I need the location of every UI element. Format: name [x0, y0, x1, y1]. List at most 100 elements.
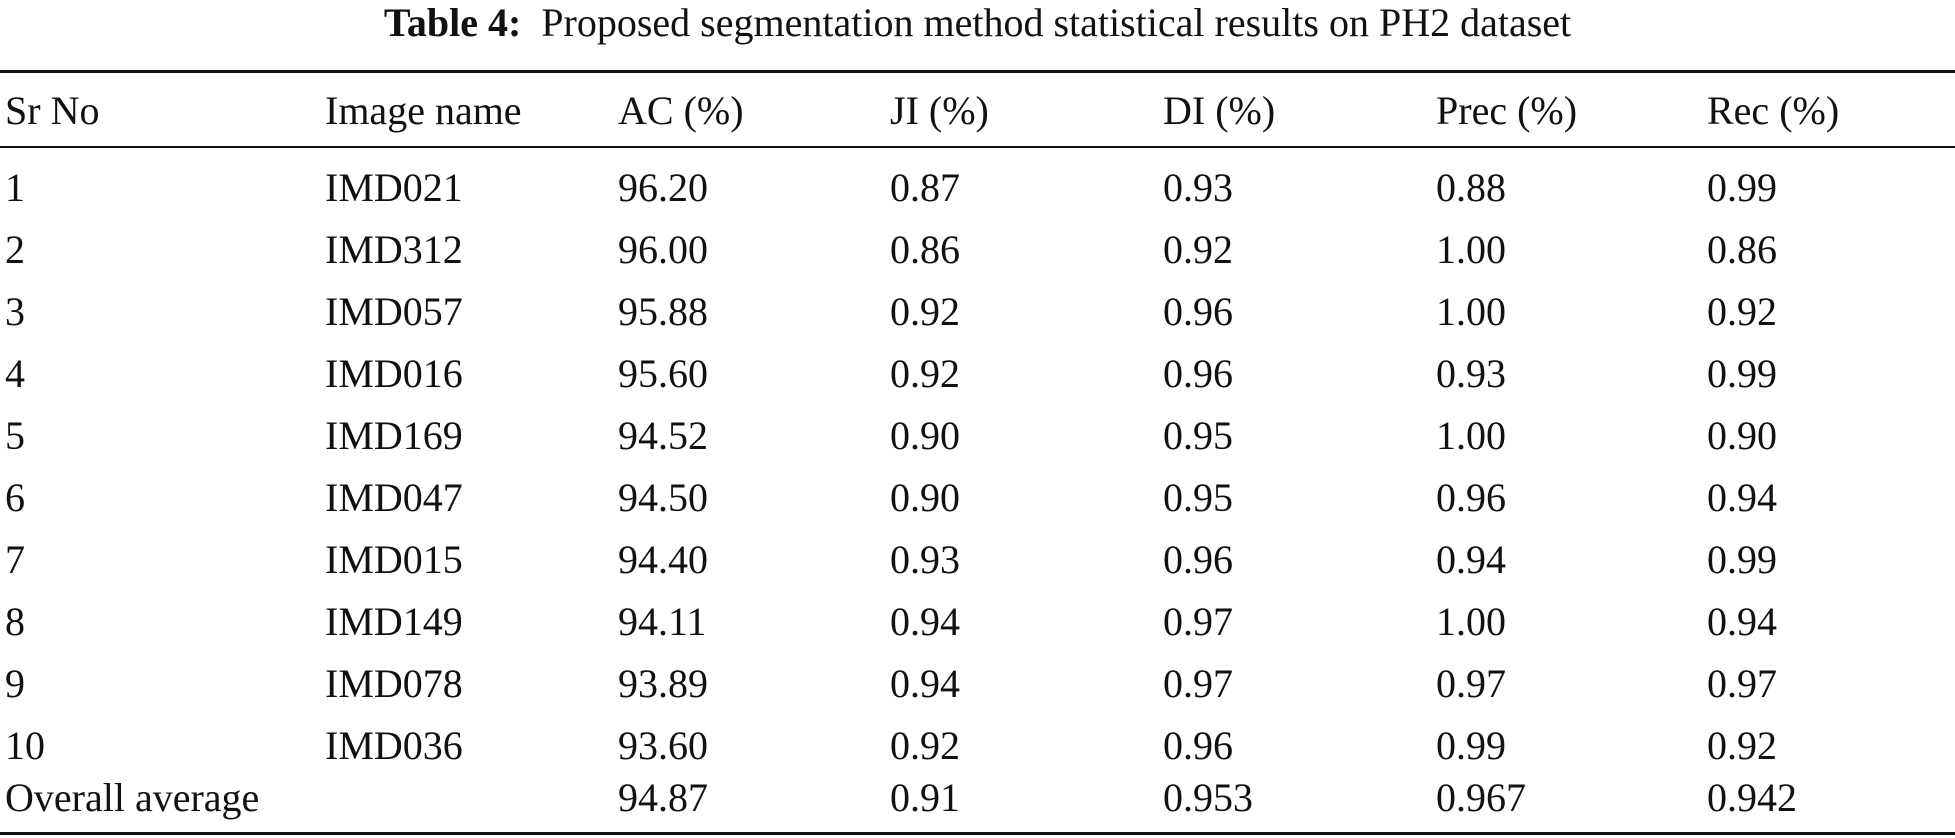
average-di: 0.953 [1163, 775, 1253, 820]
cell-ji: 0.87 [890, 165, 960, 210]
table-row: 8 IMD149 94.11 0.94 0.97 1.00 0.94 [0, 591, 1955, 653]
average-rec: 0.942 [1707, 775, 1797, 820]
cell-di: 0.97 [1163, 661, 1233, 706]
cell-ac: 93.89 [618, 661, 708, 706]
column-header-di: DI (%) [1163, 88, 1276, 133]
column-header-ji: JI (%) [890, 88, 989, 133]
cell-prec: 0.97 [1436, 661, 1506, 706]
cell-image-name: IMD312 [325, 227, 463, 272]
cell-di: 0.92 [1163, 227, 1233, 272]
cell-ji: 0.86 [890, 227, 960, 272]
cell-sr-no: 4 [5, 351, 25, 396]
table-row: 1 IMD021 96.20 0.87 0.93 0.88 0.99 [0, 157, 1955, 219]
cell-image-name: IMD078 [325, 661, 463, 706]
cell-sr-no: 1 [5, 165, 25, 210]
cell-rec: 0.90 [1707, 413, 1777, 458]
cell-rec: 0.97 [1707, 661, 1777, 706]
cell-ac: 95.60 [618, 351, 708, 396]
table-row: 2 IMD312 96.00 0.86 0.92 1.00 0.86 [0, 219, 1955, 281]
cell-ji: 0.90 [890, 413, 960, 458]
cell-image-name: IMD036 [325, 723, 463, 768]
column-header-rec: Rec (%) [1707, 88, 1840, 133]
cell-sr-no: 6 [5, 475, 25, 520]
cell-rec: 0.99 [1707, 351, 1777, 396]
cell-ji: 0.92 [890, 723, 960, 768]
cell-ac: 93.60 [618, 723, 708, 768]
header-rule [0, 146, 1955, 148]
table-row: 4 IMD016 95.60 0.92 0.96 0.93 0.99 [0, 343, 1955, 405]
cell-rec: 0.86 [1707, 227, 1777, 272]
cell-ac: 96.00 [618, 227, 708, 272]
cell-di: 0.95 [1163, 475, 1233, 520]
cell-image-name: IMD015 [325, 537, 463, 582]
cell-image-name: IMD169 [325, 413, 463, 458]
cell-ac: 94.11 [618, 599, 707, 644]
cell-image-name: IMD016 [325, 351, 463, 396]
cell-di: 0.96 [1163, 723, 1233, 768]
cell-rec: 0.99 [1707, 165, 1777, 210]
cell-prec: 0.93 [1436, 351, 1506, 396]
cell-ac: 94.50 [618, 475, 708, 520]
cell-sr-no: 9 [5, 661, 25, 706]
cell-prec: 1.00 [1436, 599, 1506, 644]
cell-ji: 0.92 [890, 351, 960, 396]
cell-rec: 0.92 [1707, 723, 1777, 768]
table-average-row: Overall average 94.87 0.91 0.953 0.967 0… [0, 767, 1955, 829]
table-caption-label: Table 4: [383, 0, 522, 45]
table-row: 10 IMD036 93.60 0.92 0.96 0.99 0.92 [0, 715, 1955, 777]
table-row: 3 IMD057 95.88 0.92 0.96 1.00 0.92 [0, 281, 1955, 343]
average-ac: 94.87 [618, 775, 708, 820]
cell-di: 0.93 [1163, 165, 1233, 210]
column-header-ac: AC (%) [618, 88, 744, 133]
cell-prec: 1.00 [1436, 227, 1506, 272]
table-row: 9 IMD078 93.89 0.94 0.97 0.97 0.97 [0, 653, 1955, 715]
cell-ac: 95.88 [618, 289, 708, 334]
cell-ji: 0.94 [890, 599, 960, 644]
table-caption: Table 4: Proposed segmentation method st… [0, 0, 1955, 46]
cell-rec: 0.92 [1707, 289, 1777, 334]
cell-ji: 0.94 [890, 661, 960, 706]
column-header-image-name: Image name [325, 88, 522, 133]
cell-image-name: IMD047 [325, 475, 463, 520]
table-caption-text: Proposed segmentation method statistical… [541, 0, 1572, 45]
average-prec: 0.967 [1436, 775, 1526, 820]
cell-sr-no: 8 [5, 599, 25, 644]
cell-sr-no: 3 [5, 289, 25, 334]
cell-ac: 96.20 [618, 165, 708, 210]
cell-di: 0.97 [1163, 599, 1233, 644]
table-row: 7 IMD015 94.40 0.93 0.96 0.94 0.99 [0, 529, 1955, 591]
cell-image-name: IMD057 [325, 289, 463, 334]
top-rule [0, 70, 1955, 73]
cell-sr-no: 5 [5, 413, 25, 458]
cell-ji: 0.93 [890, 537, 960, 582]
average-ji: 0.91 [890, 775, 960, 820]
cell-sr-no: 7 [5, 537, 25, 582]
cell-rec: 0.94 [1707, 599, 1777, 644]
bottom-rule [0, 832, 1955, 835]
cell-prec: 1.00 [1436, 413, 1506, 458]
cell-prec: 0.99 [1436, 723, 1506, 768]
cell-sr-no: 2 [5, 227, 25, 272]
cell-rec: 0.99 [1707, 537, 1777, 582]
table-header-row: Sr No Image name AC (%) JI (%) DI (%) Pr… [0, 80, 1955, 142]
cell-ji: 0.92 [890, 289, 960, 334]
cell-di: 0.95 [1163, 413, 1233, 458]
cell-prec: 0.96 [1436, 475, 1506, 520]
cell-ji: 0.90 [890, 475, 960, 520]
table-row: 6 IMD047 94.50 0.90 0.95 0.96 0.94 [0, 467, 1955, 529]
cell-prec: 0.94 [1436, 537, 1506, 582]
cell-image-name: IMD149 [325, 599, 463, 644]
cell-rec: 0.94 [1707, 475, 1777, 520]
cell-di: 0.96 [1163, 289, 1233, 334]
cell-prec: 1.00 [1436, 289, 1506, 334]
cell-ac: 94.40 [618, 537, 708, 582]
cell-sr-no: 10 [5, 723, 45, 768]
cell-di: 0.96 [1163, 537, 1233, 582]
cell-prec: 0.88 [1436, 165, 1506, 210]
cell-di: 0.96 [1163, 351, 1233, 396]
column-header-prec: Prec (%) [1436, 88, 1578, 133]
cell-image-name: IMD021 [325, 165, 463, 210]
average-label: Overall average [5, 775, 260, 820]
table-row: 5 IMD169 94.52 0.90 0.95 1.00 0.90 [0, 405, 1955, 467]
column-header-sr-no: Sr No [5, 88, 100, 133]
